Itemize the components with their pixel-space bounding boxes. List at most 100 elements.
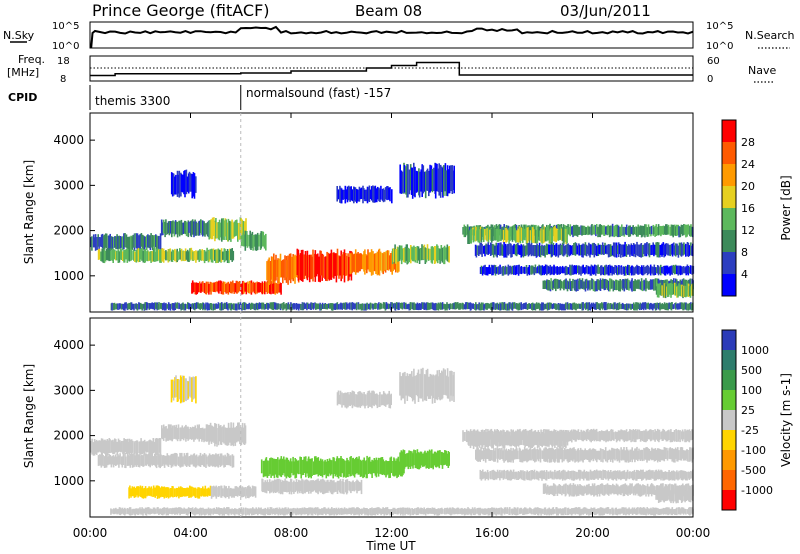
- heatmap-cell-9-200: [691, 429, 693, 440]
- heatmap-cell-19-139: [269, 302, 272, 309]
- heatmap-cell-10-152: [635, 226, 638, 237]
- heatmap-cell-10-79: [557, 431, 559, 447]
- heatmap-cell-19-261: [408, 303, 410, 311]
- heatmap-cell-19-389: [555, 303, 557, 310]
- heatmap-cell-9-39: [436, 244, 438, 262]
- heatmap-cell-10-119: [598, 224, 601, 237]
- colorbar-swatch-3: [722, 208, 736, 230]
- heatmap-cell-19-303: [457, 302, 459, 309]
- heatmap-cell-4-60: [196, 488, 198, 498]
- heatmap-cell-14-20: [678, 488, 680, 500]
- heatmap-cell-12-43: [523, 245, 526, 257]
- heatmap-cell-19-197: [335, 303, 338, 310]
- heatmap-cell-16-37: [379, 391, 381, 407]
- heatmap-cell-18-19: [192, 172, 195, 197]
- heatmap-cell-6-74: [346, 457, 348, 477]
- heatmap-cell-13-151: [652, 266, 654, 276]
- heatmap-cell-18-145: [276, 507, 278, 515]
- heatmap-cell-17-47: [391, 189, 393, 204]
- heatmap-cell-19-304: [458, 303, 460, 310]
- heatmap-cell-12-94: [587, 471, 589, 481]
- heatmap-cell-11-27: [497, 229, 500, 242]
- heatmap-cell-4-14: [143, 487, 146, 498]
- heatmap-cell-4-44: [178, 486, 180, 499]
- heatmap-cell-18-9: [120, 508, 123, 515]
- heatmap-cell-0-57: [154, 438, 157, 456]
- heatmap-cell-0-34: [128, 236, 131, 250]
- heatmap-cell-9-9: [401, 248, 404, 261]
- heatmap-cell-14-93: [649, 280, 651, 290]
- heatmap-cell-0-49: [146, 235, 148, 251]
- heatmap-cell-1-7: [105, 453, 108, 468]
- heatmap-cell-8-11: [412, 453, 414, 469]
- heatmap-cell-19-358: [519, 303, 522, 309]
- heatmap-cell-12-59: [542, 245, 544, 256]
- heatmap-cell-18-159: [291, 508, 294, 516]
- heatmap-cell-1-77: [185, 453, 188, 467]
- heatmap-cell-6-88: [362, 459, 364, 479]
- heatmap-cell-7-6: [303, 254, 306, 279]
- heatmap-cell-11-75: [553, 227, 555, 241]
- heatmap-cell-7-11: [308, 254, 311, 283]
- heatmap-cell-1-4: [102, 455, 104, 467]
- heatmap-cell-18-131: [260, 507, 262, 515]
- xtick-3: 12:00: [374, 526, 409, 540]
- heatmap-cell-11-54: [536, 448, 539, 460]
- heatmap-cell-1-64: [170, 251, 173, 262]
- heatmap-cell-19-231: [374, 302, 376, 310]
- heatmap-cell-1-7: [105, 248, 108, 260]
- heatmap-cell-11-62: [545, 447, 548, 462]
- heatmap-cell-11-139: [634, 448, 636, 463]
- heatmap-cell-18-74: [194, 507, 197, 515]
- heatmap-cell-3-28: [240, 427, 243, 445]
- heatmap-cell-13-80: [633, 485, 636, 494]
- heatmap-cell-18-114: [240, 507, 243, 514]
- heatmap-cell-19-352: [512, 302, 515, 309]
- heatmap-cell-1-84: [193, 251, 195, 261]
- heatmap-cell-12-91: [579, 244, 581, 256]
- heatmap-cell-19-299: [451, 303, 454, 310]
- heatmap-cell-6-71: [342, 459, 345, 478]
- heatmap-cell-9-187: [675, 430, 678, 442]
- heatmap-cell-1-64: [170, 453, 173, 468]
- heatmap-cell-18-353: [513, 507, 516, 515]
- heatmap-cell-9-40: [437, 245, 439, 264]
- heatmap-cell-11-0: [467, 229, 469, 244]
- heatmap-cell-18-249: [394, 508, 397, 515]
- heatmap-cell-2-24: [188, 221, 190, 233]
- heatmap-cell-0-60: [158, 438, 161, 453]
- heatmap-cell-13-104: [661, 483, 663, 495]
- heatmap-cell-12-129: [622, 244, 624, 258]
- heatmap-cell-6-93: [368, 457, 370, 474]
- heatmap-cell-19-394: [561, 303, 563, 311]
- heatmap-cell-1-16: [115, 250, 118, 261]
- heatmap-cell-11-188: [690, 447, 692, 461]
- heatmap-cell-15-18: [420, 368, 422, 399]
- heatmap-cell-12-137: [631, 245, 633, 256]
- time-axis-ticks: 00:00 04:00 08:00 12:00 16:00 20:00 00:0…: [73, 113, 710, 540]
- heatmap-cell-12-168: [671, 471, 673, 481]
- heatmap-cell-0-3: [93, 439, 96, 456]
- heatmap-cell-12-63: [546, 244, 549, 255]
- heatmap-cell-19-183: [319, 302, 321, 311]
- heatmap-cell-18-170: [304, 507, 307, 515]
- heatmap-cell-18-64: [183, 507, 185, 514]
- heatmap-cell-19-130: [258, 302, 261, 310]
- heatmap-cell-19-342: [501, 302, 503, 310]
- heatmap-cell-13-180: [685, 266, 687, 276]
- heatmap-cell-2-5: [166, 222, 169, 235]
- heatmap-cell-19-353: [513, 302, 516, 309]
- heatmap-cell-3-8: [217, 222, 220, 240]
- heatmap-cell-18-66: [185, 508, 188, 516]
- heatmap-cell-1-110: [223, 456, 225, 468]
- heatmap-cell-2-11: [173, 425, 176, 439]
- heatmap-cell-18-28: [142, 508, 144, 516]
- heatmap-cell-16-18: [420, 169, 422, 192]
- heatmap-cell-18-463: [639, 507, 642, 515]
- heatmap-cell-14-125: [685, 279, 687, 290]
- heatmap-cell-6-98: [373, 458, 376, 474]
- heatmap-cell-0-4: [94, 440, 97, 454]
- heatmap-cell-6-11: [273, 458, 276, 479]
- heatmap-cell-16-33: [374, 393, 376, 405]
- heatmap-cell-0-21: [114, 236, 116, 248]
